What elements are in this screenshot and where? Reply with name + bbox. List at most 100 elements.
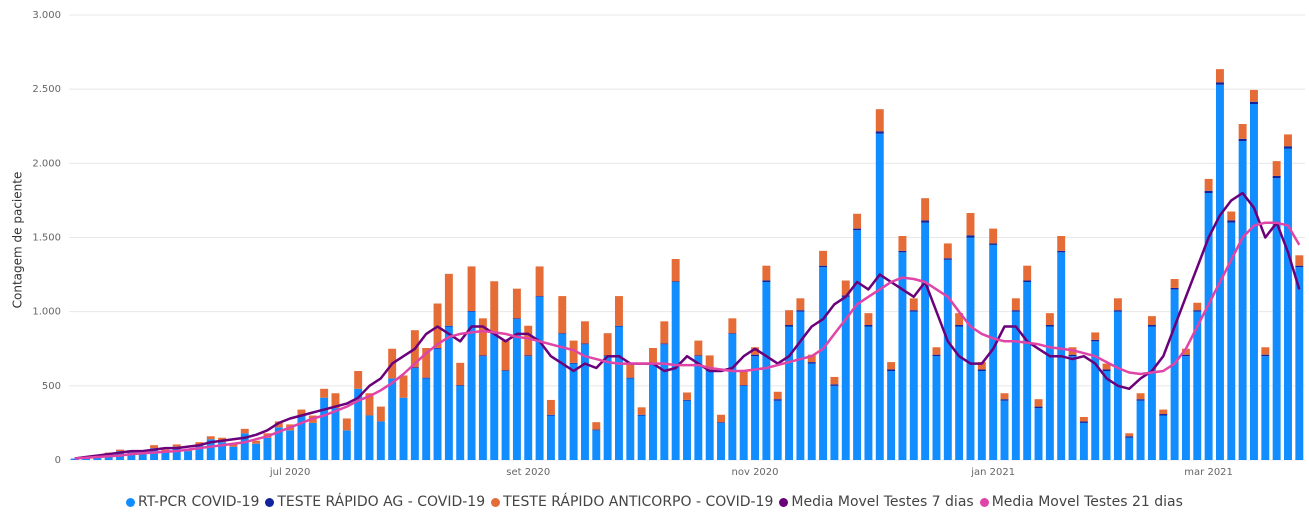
bar-segment (1045, 326, 1054, 460)
bar-segment (694, 356, 703, 460)
bar-segment (614, 326, 623, 460)
bar-segment (546, 414, 555, 416)
bar-segment (1091, 341, 1100, 460)
bar-segment (161, 451, 170, 460)
bar-segment (184, 451, 193, 460)
legend-marker (126, 497, 136, 507)
bar-segment (1136, 393, 1145, 400)
bar-segment (796, 310, 805, 312)
bar-segment (626, 378, 635, 460)
bar-segment (977, 362, 986, 370)
bar-segment (512, 319, 521, 460)
bar-segment (1238, 141, 1247, 461)
bar-segment (1250, 89, 1258, 102)
bar-segment (592, 429, 601, 431)
bar-segment (762, 280, 771, 282)
bar-segment (365, 415, 374, 460)
bar-segment (331, 393, 340, 409)
bar-segment (1204, 193, 1213, 460)
bar-segment (1238, 138, 1247, 142)
bar-segment (1000, 393, 1009, 400)
bar-segment (1011, 310, 1020, 312)
bar-segment (989, 228, 998, 244)
bar-segment (807, 363, 816, 460)
bar-segment (512, 288, 521, 319)
bar-segment (1215, 84, 1224, 460)
bar-segment (365, 393, 374, 416)
bar-segment (614, 296, 623, 326)
bar-segment (206, 439, 215, 460)
y-tick-label: 1.500 (32, 233, 61, 244)
bar-segment (1023, 265, 1032, 281)
bar-segment (1272, 161, 1281, 176)
bar-segment (433, 348, 442, 460)
bar-segment (478, 356, 487, 460)
bar-segment (864, 326, 873, 460)
chart: Contagem de paciente 0 500 1.000 1.500 2.000… (11, 10, 1305, 478)
bar-segment (297, 415, 306, 460)
bar-segment (785, 325, 794, 327)
bar-segment (1227, 220, 1236, 223)
bar-segment (1023, 282, 1032, 460)
bar-segment (887, 369, 896, 371)
bar-segment (807, 362, 816, 364)
bar-segment (830, 384, 839, 386)
legend-item[interactable]: RT-PCR COVID-19 (126, 494, 259, 510)
bar-segment (569, 362, 578, 364)
bar-segment (229, 446, 238, 460)
bar-segment (444, 273, 453, 326)
bar-segment (376, 406, 385, 422)
bar-segment (1113, 298, 1122, 311)
bar-segment (1000, 399, 1009, 401)
bar-segment (819, 265, 828, 268)
legend-label: Media Movel Testes 7 dias (791, 494, 974, 510)
bar-segment (751, 354, 760, 357)
bar-segment (1091, 332, 1100, 340)
bar-segment (626, 377, 635, 379)
bar-segment (1023, 280, 1032, 282)
bar-segment (535, 296, 544, 460)
bar-segment (580, 343, 589, 345)
bar-segment (830, 376, 839, 385)
y-tick-label: 0 (55, 455, 61, 466)
bar-segment (422, 348, 431, 378)
bar-segment (694, 340, 703, 356)
bar-segment (172, 444, 181, 447)
bar-segment (342, 418, 351, 431)
bar-segment (286, 430, 295, 460)
y-tick-label: 1.000 (32, 307, 61, 318)
bar-segment (206, 436, 215, 440)
bar-segment (785, 310, 794, 326)
bar-segment (1079, 416, 1088, 422)
bar-segment (705, 371, 714, 460)
bar-segment (1295, 265, 1304, 268)
bar-segment (637, 414, 646, 416)
bar-segment (830, 385, 839, 460)
legend-item[interactable]: TESTE RÁPIDO ANTICORPO - COVID-19 (491, 494, 773, 510)
bar-segment (1125, 436, 1134, 438)
bar-segment (422, 377, 431, 379)
bar-segment (1250, 101, 1258, 104)
bar-segment (150, 448, 159, 460)
bar-segment (853, 230, 862, 460)
bar-segment (252, 440, 261, 444)
bar-segment (966, 235, 975, 238)
bar-segment (1125, 433, 1134, 437)
bar-segment (785, 326, 794, 460)
bar-segment (626, 362, 635, 378)
bar-segment (841, 280, 850, 296)
bar-segment (807, 354, 816, 363)
bar-segment (955, 313, 964, 326)
legend-item[interactable]: TESTE RÁPIDO AG - COVID-19 (265, 494, 485, 510)
bar-segment (1193, 302, 1202, 311)
bar-segment (955, 326, 964, 460)
bar-segment (921, 198, 930, 221)
bar-segment (875, 109, 884, 132)
bar-segment (150, 445, 159, 449)
bar-segment (887, 362, 896, 370)
bar-segment (1102, 363, 1111, 370)
legend-item[interactable]: Media Movel Testes 7 dias (779, 494, 974, 510)
legend-item[interactable]: Media Movel Testes 21 dias (979, 494, 1183, 510)
line-series (74, 221, 1301, 460)
